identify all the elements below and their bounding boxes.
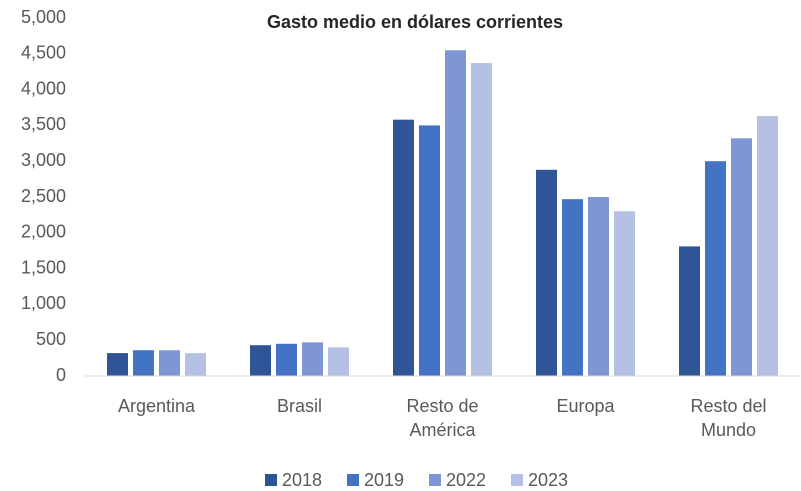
bar xyxy=(107,353,128,376)
legend-swatch xyxy=(347,474,359,486)
y-tick-label: 1,500 xyxy=(21,257,66,277)
bar xyxy=(471,63,492,376)
legend-swatch xyxy=(511,474,523,486)
bar xyxy=(393,119,414,376)
y-tick-label: 4,000 xyxy=(21,78,66,98)
y-tick-label: 3,500 xyxy=(21,114,66,134)
y-tick-label: 1,000 xyxy=(21,293,66,313)
y-tick-label: 3,000 xyxy=(21,150,66,170)
x-tick-label: Resto del Mundo xyxy=(690,396,767,440)
bar xyxy=(419,125,440,377)
bar xyxy=(328,347,349,376)
legend-label: 2022 xyxy=(446,470,486,490)
y-tick-label: 0 xyxy=(56,365,66,385)
bar xyxy=(705,161,726,376)
legend-label: 2019 xyxy=(364,470,404,490)
x-tick-label: Brasil xyxy=(276,396,322,416)
bar xyxy=(302,342,323,376)
legend-swatch xyxy=(265,474,277,486)
bar xyxy=(250,345,271,376)
bar xyxy=(731,138,752,376)
y-tick-label: 2,500 xyxy=(21,186,66,206)
bar xyxy=(159,350,180,376)
y-tick-label: 5,000 xyxy=(21,7,66,27)
legend-swatch xyxy=(429,474,441,486)
x-tick-label: Europa xyxy=(556,396,615,416)
bar xyxy=(679,246,700,376)
legend-label: 2023 xyxy=(528,470,568,490)
y-tick-label: 4,500 xyxy=(21,43,66,63)
bar xyxy=(445,50,466,376)
bar xyxy=(588,197,609,376)
bar xyxy=(614,211,635,376)
y-tick-label: 500 xyxy=(36,329,66,349)
x-tick-label: Argentina xyxy=(117,396,196,416)
legend-label: 2018 xyxy=(282,470,322,490)
bar xyxy=(536,169,557,376)
y-tick-label: 2,000 xyxy=(21,222,66,242)
x-tick-label: Resto de América xyxy=(406,396,479,440)
bar xyxy=(185,353,206,376)
bar xyxy=(133,350,154,376)
bar xyxy=(276,343,297,376)
bar xyxy=(562,199,583,376)
bar xyxy=(757,116,778,376)
chart-title: Gasto medio en dólares corrientes xyxy=(267,12,563,32)
